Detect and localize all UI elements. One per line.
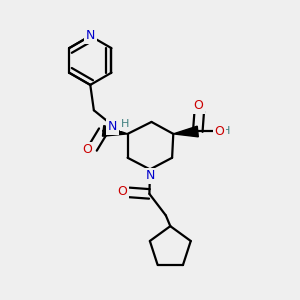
Text: O: O [82, 143, 92, 156]
Text: O: O [214, 125, 224, 138]
Polygon shape [103, 126, 128, 136]
Text: H: H [121, 119, 130, 129]
Text: H: H [222, 126, 230, 136]
Text: O: O [194, 99, 204, 112]
Text: N: N [108, 120, 117, 133]
Text: N: N [145, 169, 155, 182]
Polygon shape [173, 126, 198, 137]
Text: N: N [85, 29, 95, 42]
Text: O: O [118, 185, 128, 198]
